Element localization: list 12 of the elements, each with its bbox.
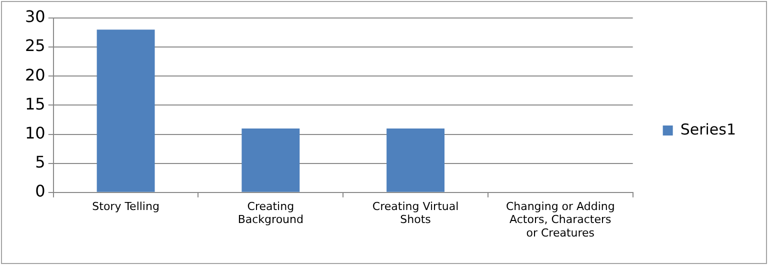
y-tick-label: 5 [35, 152, 46, 172]
legend-label: Series1 [680, 120, 736, 138]
x-tick-label: Changing or Adding Actors, Characters or Creatures [506, 200, 615, 240]
y-tick-label: 20 [25, 65, 46, 84]
y-tick-label: 10 [25, 123, 46, 142]
x-tick-label: Creating Background [238, 200, 304, 226]
y-tick-label: 30 [25, 7, 46, 26]
y-tick-label: 25 [25, 36, 46, 56]
x-tick-label: Creating Virtual Shots [372, 200, 459, 226]
y-tick-label: 0 [35, 182, 46, 201]
x-tick-label: Story Telling [92, 200, 160, 213]
y-tick-label: 15 [25, 94, 46, 114]
